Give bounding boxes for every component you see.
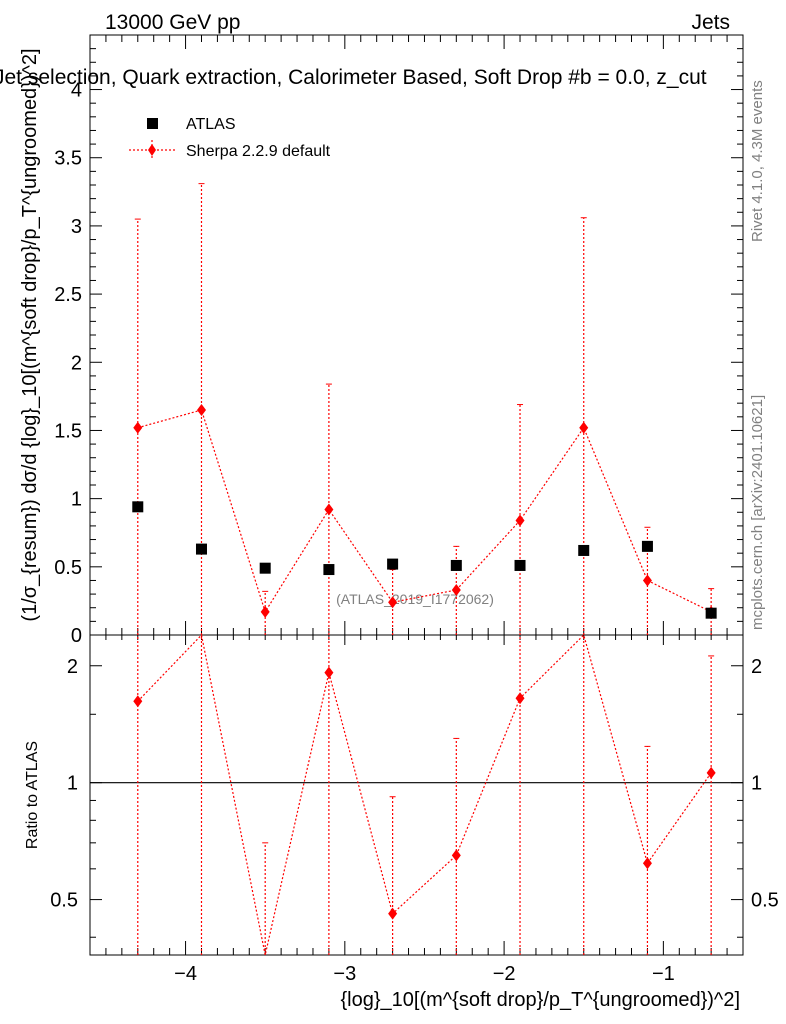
atlas-point bbox=[259, 562, 271, 574]
sherpa-point bbox=[642, 574, 652, 587]
ratio-y-axis-label: Ratio to ATLAS bbox=[24, 741, 41, 849]
ratio-y-tick-label: 1 bbox=[67, 773, 78, 795]
main-y-tick-label: 1 bbox=[71, 489, 82, 511]
atlas-point bbox=[195, 543, 207, 555]
main-y-tick-label: 1.5 bbox=[54, 420, 82, 442]
ratio-point bbox=[706, 766, 716, 779]
ratio-point bbox=[388, 907, 398, 920]
sherpa-point bbox=[451, 584, 461, 596]
sherpa-point bbox=[133, 421, 143, 434]
chart-marks: 0 0.5 1 1.5 2 2.5 3 3.5 4 −4 −3 −2 −1 0.5 0.5 1 1 2 2 bbox=[50, 35, 779, 985]
sherpa-point bbox=[196, 404, 206, 416]
sherpa-line bbox=[137, 409, 712, 614]
ratio-line bbox=[137, 633, 712, 956]
atlas-point bbox=[514, 559, 526, 571]
ratio-y-tick-label-right: 0.5 bbox=[751, 890, 779, 912]
rivet-label: Rivet 4.1.0, 4.3M events bbox=[749, 80, 766, 242]
sherpa-point bbox=[388, 596, 398, 609]
sherpa-point bbox=[515, 514, 525, 527]
atlas-point bbox=[578, 544, 590, 556]
ratio-y-tick-label-right: 1 bbox=[751, 773, 762, 795]
x-axis-label: {log}_10[(m^{soft drop}/p_T^{ungroomed})… bbox=[340, 989, 740, 1011]
x-tick-label: −2 bbox=[493, 963, 516, 985]
legend: ATLAS Sherpa 2.2.9 default bbox=[129, 116, 331, 160]
x-tick-label: −3 bbox=[333, 963, 356, 985]
main-y-tick-label: 3 bbox=[71, 216, 82, 238]
main-y-tick-label: 2 bbox=[71, 352, 82, 374]
main-y-tick-label: 0.5 bbox=[54, 557, 82, 579]
legend-sherpa-marker bbox=[148, 144, 156, 156]
legend-sherpa-label: Sherpa 2.2.9 default bbox=[186, 143, 331, 160]
ratio-y-tick-label: 0.5 bbox=[50, 890, 78, 912]
atlas-point bbox=[387, 558, 399, 570]
main-y-tick-label: 0 bbox=[71, 625, 82, 647]
main-y-axis-label: (1/σ_{resum}) dσ/d {log}_10[(m^{soft dro… bbox=[19, 48, 41, 621]
ratio-panel-frame bbox=[89, 634, 744, 956]
main-y-tick-label: 4 bbox=[71, 80, 82, 102]
mcplots-label: mcplots.cern.ch [arXiv:2401.10621] bbox=[749, 395, 766, 630]
ratio-y-tick-label: 2 bbox=[67, 656, 78, 678]
x-tick-label: −4 bbox=[174, 963, 197, 985]
category-label: Jets bbox=[691, 11, 730, 34]
main-y-axis-label-text: (1/σ_{resum}) dσ/d {log}_10[(m^{soft dro… bbox=[19, 48, 41, 621]
ratio-point bbox=[515, 692, 525, 705]
main-y-tick-label: 2.5 bbox=[54, 284, 82, 306]
energy-label: 13000 GeV pp bbox=[105, 11, 240, 34]
sherpa-point bbox=[579, 421, 589, 434]
legend-atlas-marker bbox=[147, 118, 158, 129]
ratio-y-axis-label-text: Ratio to ATLAS bbox=[24, 741, 41, 849]
ratio-point bbox=[451, 849, 461, 862]
atlas-point bbox=[641, 540, 653, 552]
ratio-y-tick-label-right: 2 bbox=[751, 656, 762, 678]
atlas-point bbox=[450, 559, 462, 571]
sherpa-point bbox=[260, 605, 270, 618]
ratio-point bbox=[133, 695, 143, 708]
legend-atlas-label: ATLAS bbox=[186, 116, 236, 133]
atlas-point bbox=[705, 607, 717, 619]
atlas-point bbox=[132, 501, 144, 513]
ratio-point bbox=[642, 857, 652, 870]
x-tick-label: −1 bbox=[652, 963, 675, 985]
analysis-watermark: (ATLAS_2019_I1772062) bbox=[336, 591, 494, 607]
sherpa-point bbox=[324, 503, 334, 516]
plot-title: Jet selection, Quark extraction, Calorim… bbox=[0, 66, 707, 89]
atlas-point bbox=[323, 564, 335, 576]
main-y-tick-label: 3.5 bbox=[54, 148, 82, 170]
ratio-point bbox=[324, 666, 334, 679]
